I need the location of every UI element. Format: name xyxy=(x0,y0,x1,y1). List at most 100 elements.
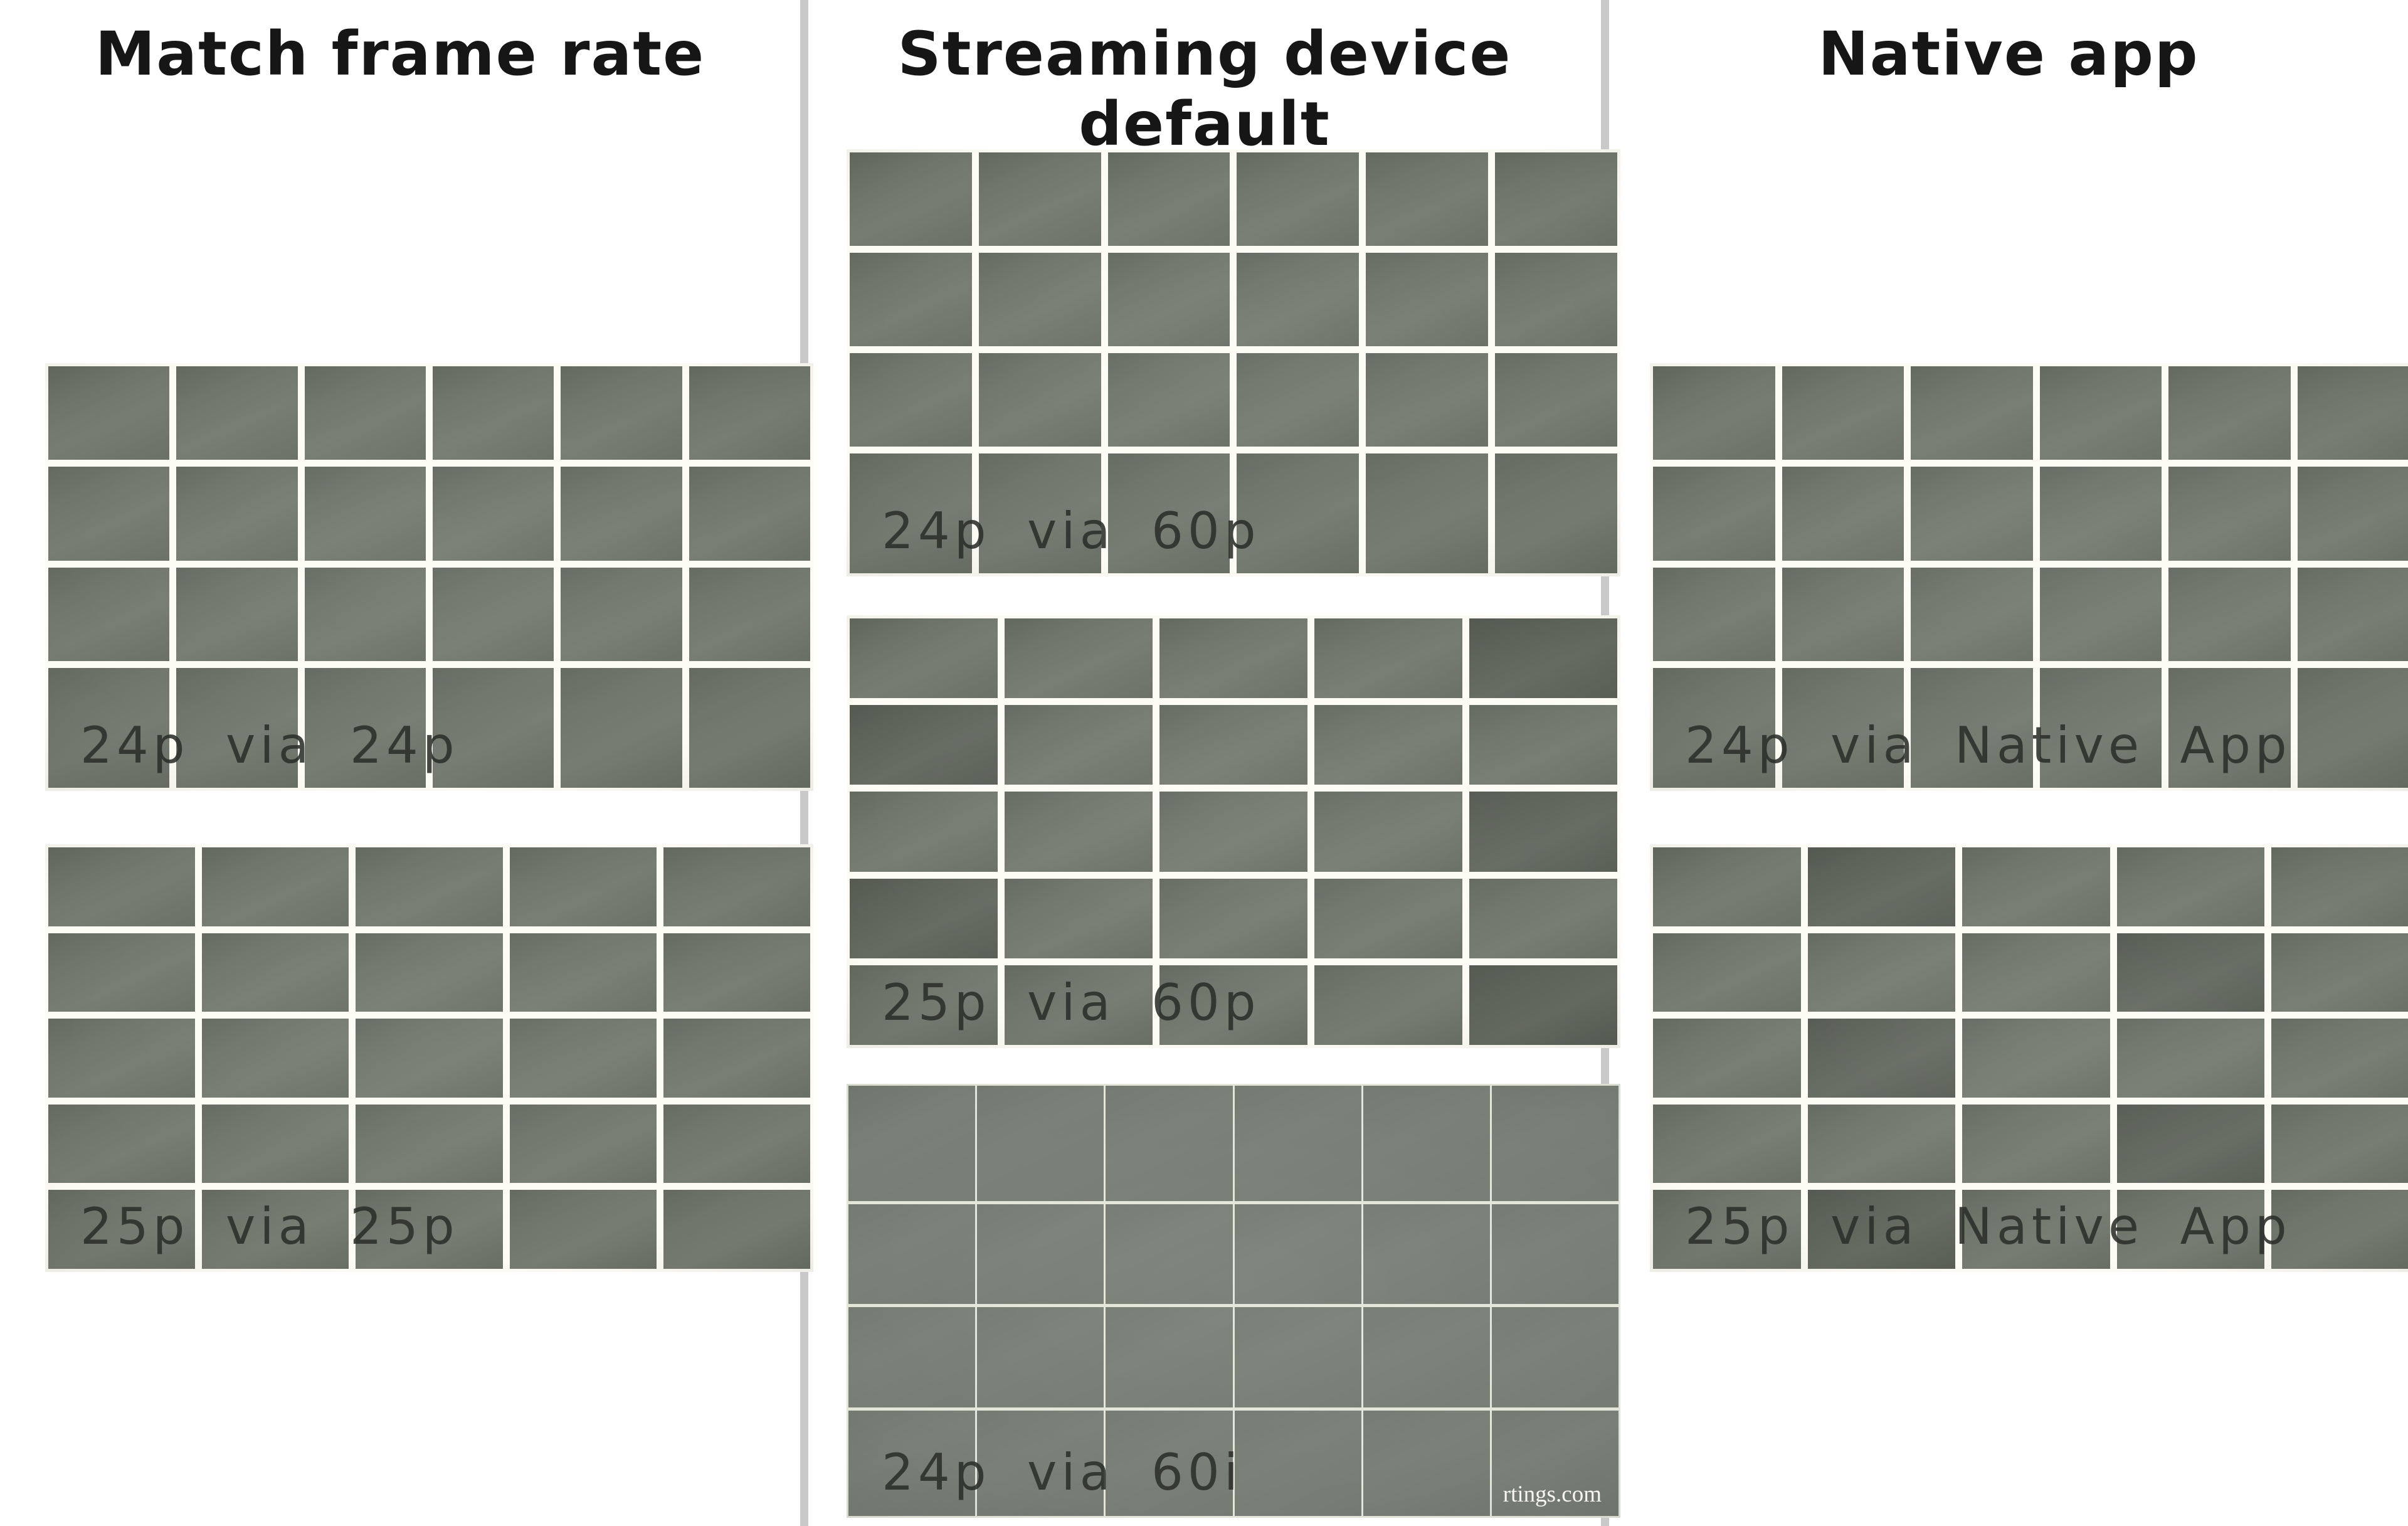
grid-cell xyxy=(48,567,170,661)
grid-cell xyxy=(977,1307,1104,1408)
grid-cell xyxy=(663,1104,810,1184)
grid-cell xyxy=(1106,1307,1233,1408)
grid-cell xyxy=(2297,366,2408,460)
grid-cell xyxy=(1469,618,1617,699)
photo-24p-via-native-app: 24p via Native App xyxy=(1650,363,2408,791)
grid-cell xyxy=(1962,1104,2110,1184)
grid-cell xyxy=(978,253,1101,347)
grid-cell xyxy=(1653,1104,1801,1184)
grid-cell xyxy=(1234,1411,1361,1516)
grid-cell xyxy=(1653,567,1775,661)
test-grid-pattern xyxy=(1650,363,2408,791)
grid-cell xyxy=(1469,792,1617,872)
grid-cell xyxy=(1911,467,2033,561)
grid-cell xyxy=(48,1019,196,1098)
grid-cell xyxy=(1653,1019,1801,1098)
grid-cell xyxy=(850,878,998,958)
grid-cell xyxy=(663,1019,810,1098)
grid-cell xyxy=(1234,1204,1361,1305)
grid-cell xyxy=(2039,366,2162,460)
grid-cell xyxy=(1237,152,1360,246)
grid-cell xyxy=(1237,453,1360,573)
grid-cell xyxy=(48,667,170,788)
grid-cell xyxy=(1107,353,1230,447)
grid-cell xyxy=(1005,705,1153,785)
grid-cell xyxy=(48,847,196,926)
grid-cell xyxy=(2271,1019,2408,1098)
grid-cell xyxy=(48,366,170,460)
photo-label: 24p via 24p xyxy=(80,716,459,775)
grid-cell xyxy=(1653,467,1775,561)
grid-cell xyxy=(304,467,426,561)
grid-cell xyxy=(978,453,1101,573)
grid-cell xyxy=(1469,878,1617,958)
grid-cell xyxy=(2039,567,2162,661)
grid-cell xyxy=(2168,467,2291,561)
grid-cell xyxy=(2168,567,2291,661)
grid-cell xyxy=(1106,1411,1233,1516)
grid-cell xyxy=(2116,1019,2265,1098)
grid-cell xyxy=(850,453,972,573)
grid-cell xyxy=(561,467,682,561)
grid-cell xyxy=(978,353,1101,447)
grid-cell xyxy=(1366,453,1489,573)
grid-cell xyxy=(1495,253,1617,347)
grid-cell xyxy=(202,847,349,926)
grid-cell xyxy=(1234,1086,1361,1201)
grid-cell xyxy=(176,366,298,460)
grid-cell xyxy=(509,1190,657,1269)
grid-cell xyxy=(509,1019,657,1098)
grid-cell xyxy=(1782,567,1904,661)
test-grid-pattern xyxy=(1650,844,2408,1272)
test-grid-pattern xyxy=(45,844,813,1272)
grid-cell xyxy=(202,1190,349,1269)
grid-cell xyxy=(2116,1190,2265,1269)
photo-label: 25p via 60p xyxy=(882,973,1260,1032)
grid-cell xyxy=(1653,933,1801,1012)
grid-cell xyxy=(1491,1307,1619,1408)
grid-cell xyxy=(1653,847,1801,926)
photo-label: 25p via 25p xyxy=(80,1197,459,1256)
grid-cell xyxy=(509,933,657,1012)
grid-cell xyxy=(1469,965,1617,1045)
grid-cell xyxy=(1237,353,1360,447)
grid-cell xyxy=(1237,253,1360,347)
grid-cell xyxy=(2271,847,2408,926)
photo-25p-via-60p: 25p via 60p xyxy=(847,615,1620,1048)
grid-cell xyxy=(1962,847,2110,926)
grid-cell xyxy=(356,847,503,926)
grid-cell xyxy=(1491,1204,1619,1305)
grid-cell xyxy=(202,1104,349,1184)
grid-cell xyxy=(1782,366,1904,460)
photo-24p-via-60i: 24p via 60i rtings.com xyxy=(847,1084,1620,1518)
grid-cell xyxy=(1782,667,1904,788)
grid-cell xyxy=(1159,792,1307,872)
grid-cell xyxy=(1807,847,1956,926)
grid-cell xyxy=(1005,878,1153,958)
grid-cell xyxy=(850,253,972,347)
photo-label: 24p via 60i xyxy=(882,1443,1243,1502)
column-title-native-app: Native app xyxy=(1818,19,2199,89)
grid-cell xyxy=(689,667,810,788)
grid-cell xyxy=(1159,705,1307,785)
grid-cell xyxy=(1491,1411,1619,1516)
grid-cell xyxy=(1653,366,1775,460)
grid-cell xyxy=(1807,933,1956,1012)
grid-cell xyxy=(689,567,810,661)
grid-cell xyxy=(561,366,682,460)
grid-cell xyxy=(1653,667,1775,788)
grid-cell xyxy=(48,933,196,1012)
grid-cell xyxy=(1491,1086,1619,1201)
photo-24p-via-24p: 24p via 24p xyxy=(45,363,813,791)
test-grid-pattern xyxy=(847,149,1620,576)
grid-cell xyxy=(2116,933,2265,1012)
grid-cell xyxy=(304,667,426,788)
grid-cell xyxy=(432,467,554,561)
grid-cell xyxy=(2039,467,2162,561)
grid-cell xyxy=(1107,453,1230,573)
grid-cell xyxy=(1962,1190,2110,1269)
grid-cell xyxy=(1314,878,1462,958)
grid-cell xyxy=(356,1190,503,1269)
grid-cell xyxy=(2297,667,2408,788)
photo-24p-via-60p: 24p via 60p xyxy=(847,149,1620,576)
